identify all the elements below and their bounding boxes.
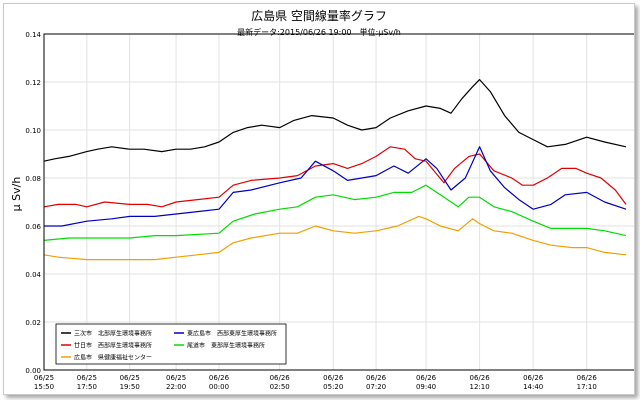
series-line-1 [43, 78, 627, 162]
x-tick-date: 06/25 [166, 374, 186, 382]
y-tick-label: 0.10 [25, 127, 41, 135]
chart-title: 広島県 空間線量率グラフ [251, 8, 387, 23]
legend-label: 廿日市 西部厚生環境事務所 [74, 342, 152, 350]
series-line-3 [44, 146, 627, 227]
chart-frame: 広島県 空間線量率グラフ 最新データ:2015/06/26 19:00 単位:μ… [3, 3, 637, 395]
x-tick-date: 06/26 [577, 374, 598, 382]
x-tick-date: 06/26 [366, 374, 387, 382]
series-lines [43, 78, 627, 261]
x-tick-time: 14:40 [523, 383, 543, 391]
dose-rate-chart: 広島県 空間線量率グラフ 最新データ:2015/06/26 19:00 単位:μ… [10, 8, 637, 391]
x-tick-time: 22:00 [166, 383, 186, 391]
y-tick-label: 0.12 [25, 79, 41, 87]
y-axis-label: μ Sv/h [10, 177, 23, 212]
x-tick-time: 19:50 [120, 383, 140, 391]
x-tick-date: 06/26 [523, 374, 544, 382]
x-axis: 06/2515:5006/2517:5006/2519:5006/2522:00… [34, 374, 597, 391]
x-tick-date: 06/26 [270, 374, 291, 382]
x-tick-date: 06/26 [416, 374, 437, 382]
y-tick-label: 0.02 [25, 319, 41, 327]
x-tick-date: 06/25 [120, 374, 140, 382]
x-tick-time: 12:10 [470, 383, 490, 391]
x-tick-time: 00:00 [209, 383, 229, 391]
series-line-2 [43, 146, 627, 208]
x-tick-date: 06/26 [209, 374, 230, 382]
y-tick-label: 0.04 [25, 271, 41, 279]
x-tick-time: 15:50 [34, 383, 54, 391]
x-tick-time: 05:20 [323, 383, 343, 391]
legend-label: 広島市 県健康福祉センター [74, 354, 152, 362]
y-tick-label: 0.14 [25, 31, 41, 39]
x-tick-date: 06/25 [34, 374, 54, 382]
y-axis: 0.00 0.02 0.04 0.06 0.08 0.10 0.12 0.14 [25, 31, 41, 375]
x-tick-date: 06/26 [470, 374, 491, 382]
y-tick-label: 0.00 [25, 367, 41, 375]
legend-label: 尾道市 東部厚生環境事務所 [187, 342, 265, 350]
plot-area-border [43, 33, 637, 371]
series-line-4 [43, 184, 627, 241]
x-tick-time: 17:10 [577, 383, 597, 391]
x-tick-time: 07:20 [366, 383, 386, 391]
series-line-5 [43, 215, 627, 261]
grid [43, 33, 636, 371]
legend-box [55, 323, 287, 365]
x-tick-time: 02:50 [270, 383, 290, 391]
x-tick-time: 09:40 [416, 383, 436, 391]
legend-label: 三次市 北部厚生環境事務所 [74, 330, 152, 338]
y-tick-label: 0.06 [25, 223, 41, 231]
chart-subtitle: 最新データ:2015/06/26 19:00 単位:μSv/h [237, 27, 401, 37]
y-tick-label: 0.08 [25, 175, 41, 183]
x-tick-time: 17:50 [77, 383, 97, 391]
x-tick-date: 06/25 [77, 374, 97, 382]
legend-label: 東広島市 西部東厚生環境事務所 [187, 330, 277, 338]
x-tick-date: 06/26 [323, 374, 344, 382]
